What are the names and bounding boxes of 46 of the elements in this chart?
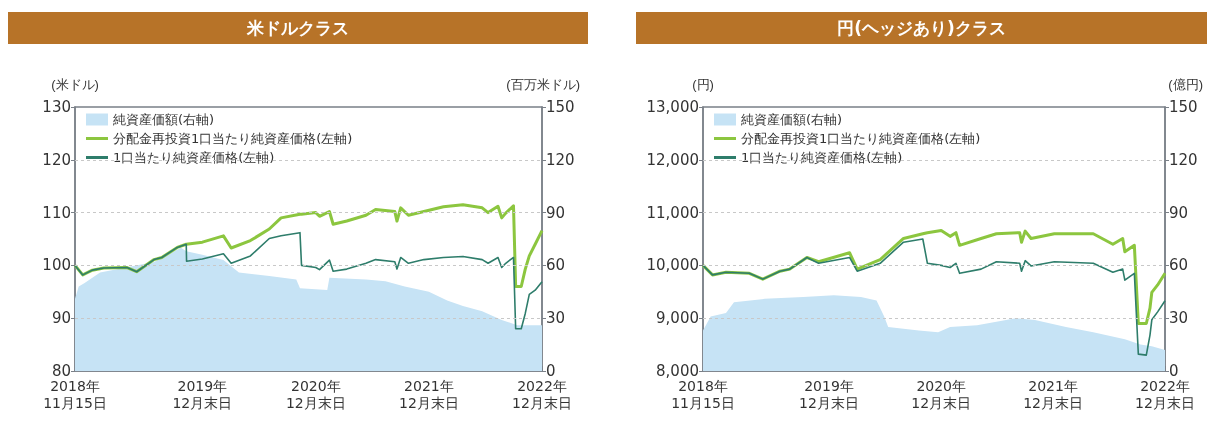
y-tick-label: 110 bbox=[42, 203, 71, 222]
legend-label: 純資産価額(右軸) bbox=[741, 112, 843, 127]
y-tick-label: 120 bbox=[42, 150, 71, 169]
x-tick-label: 2021年 12月末日 bbox=[398, 377, 459, 411]
y2-tick-label: 150 bbox=[546, 98, 575, 116]
x-tick-label: 2020年 12月末日 bbox=[285, 377, 346, 411]
x-tick-label: 2022年 12月末日 bbox=[1135, 377, 1195, 411]
x-tick-label: 2020年 12月末日 bbox=[911, 377, 972, 411]
y-tick-label: 8,000 bbox=[656, 362, 699, 380]
y2-tick-label: 150 bbox=[1169, 98, 1198, 116]
legend-label: 分配金再投資1口当たり純資産価格(左軸) bbox=[113, 131, 353, 146]
x-tick-label: 2022年 12月末日 bbox=[512, 377, 572, 411]
y2-axis-title: (百万米ドル) bbox=[506, 77, 580, 92]
y2-tick-label: 0 bbox=[546, 362, 556, 380]
y-tick-label: 11,000 bbox=[646, 203, 699, 222]
y2-tick-label: 60 bbox=[546, 256, 566, 275]
y2-tick-label: 120 bbox=[546, 150, 575, 169]
y-axis-title: (米ドル) bbox=[51, 77, 99, 92]
x-tick-label: 2018年 11月15日 bbox=[671, 377, 735, 411]
y-axis-title: (円) bbox=[692, 77, 714, 92]
chart-title: 米ドルクラス bbox=[8, 12, 588, 44]
line-series bbox=[74, 231, 543, 330]
chart-title: 円(ヘッジあり)クラス bbox=[636, 12, 1207, 44]
legend-label: 分配金再投資1口当たり純資産価格(左軸) bbox=[741, 131, 981, 146]
legend-label: 純資産価額(右軸) bbox=[113, 112, 215, 127]
x-tick-label: 2019年 12月末日 bbox=[172, 377, 233, 411]
y2-tick-label: 90 bbox=[546, 203, 566, 222]
x-tick-label: 2018年 11月15日 bbox=[43, 377, 107, 411]
y-tick-label: 90 bbox=[51, 309, 71, 328]
y2-tick-label: 30 bbox=[546, 309, 566, 328]
y2-tick-label: 0 bbox=[1169, 362, 1179, 380]
y-tick-label: 130 bbox=[42, 98, 71, 116]
y2-tick-label: 120 bbox=[1169, 150, 1198, 169]
y2-tick-label: 30 bbox=[1169, 309, 1189, 328]
y-tick-label: 100 bbox=[42, 256, 71, 275]
x-tick-label: 2019年 12月末日 bbox=[799, 377, 859, 411]
line-series bbox=[702, 238, 1166, 356]
y-tick-label: 13,000 bbox=[646, 98, 699, 116]
y2-axis-title: (億円) bbox=[1168, 77, 1203, 92]
y2-tick-label: 60 bbox=[1169, 256, 1189, 275]
y-tick-label: 12,000 bbox=[646, 150, 699, 169]
x-tick-label: 2021年 12月末日 bbox=[1023, 377, 1084, 411]
y-tick-label: 10,000 bbox=[646, 256, 699, 275]
y-tick-label: 80 bbox=[51, 362, 71, 380]
y2-tick-label: 90 bbox=[1169, 203, 1189, 222]
y-tick-label: 9,000 bbox=[656, 309, 699, 328]
